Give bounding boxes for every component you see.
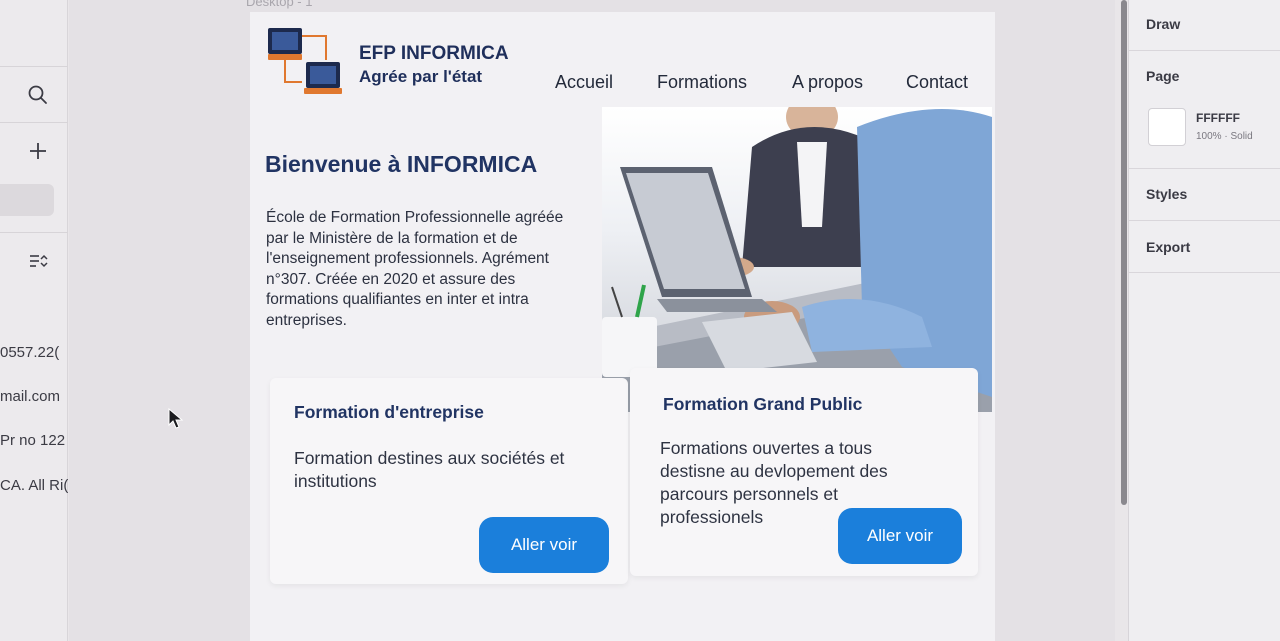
brand-tagline: Agrée par l'état bbox=[359, 67, 483, 86]
informica-logo bbox=[266, 26, 346, 106]
phone-text: 0557.22( bbox=[0, 344, 60, 361]
page-color-hex[interactable]: FFFFFF bbox=[1196, 111, 1240, 125]
export-section[interactable]: Export bbox=[1146, 239, 1191, 255]
layers-list-icon[interactable] bbox=[24, 247, 52, 275]
copyright-text: CA. All Ri( bbox=[0, 477, 68, 494]
panel-divider bbox=[1129, 50, 1280, 51]
hero-description: École de Formation Professionnelle agréé… bbox=[266, 209, 564, 329]
panel-divider bbox=[1129, 168, 1280, 169]
panel-divider bbox=[1129, 220, 1280, 221]
rail-divider bbox=[0, 122, 68, 123]
card-description: Formation destines aux sociétés et insti… bbox=[294, 448, 565, 491]
inspector-panel: Draw Page FFFFFF 100% · Solid Styles Exp… bbox=[1128, 0, 1280, 641]
page-color-opacity: 100% · Solid bbox=[1196, 131, 1253, 142]
brand-name: EFP INFORMICA bbox=[359, 43, 509, 64]
left-panel-clipped: 0557.22( mail.com Pr no 122 CA. All Ri( bbox=[0, 0, 68, 641]
address-text: Pr no 122 bbox=[0, 432, 66, 449]
tab-draw[interactable]: Draw bbox=[1146, 16, 1181, 32]
frame-label[interactable]: Desktop - 1 bbox=[246, 0, 313, 9]
page-color-swatch[interactable] bbox=[1148, 108, 1186, 146]
aller-voir-button[interactable]: Aller voir bbox=[838, 508, 962, 564]
card-title: Formation d'entreprise bbox=[294, 402, 484, 422]
email-text: mail.com bbox=[0, 388, 61, 405]
search-icon[interactable] bbox=[24, 81, 52, 109]
nav-formations[interactable]: Formations bbox=[657, 72, 748, 92]
page-section-label: Page bbox=[1146, 68, 1180, 84]
hero-office-photo bbox=[602, 107, 992, 412]
nav-contact[interactable]: Contact bbox=[906, 72, 969, 92]
selected-layer-row[interactable] bbox=[0, 184, 54, 216]
styles-section[interactable]: Styles bbox=[1146, 186, 1188, 202]
card-description: Formations ouvertes a tous destisne au d… bbox=[660, 438, 888, 527]
rail-divider bbox=[0, 66, 68, 67]
left-toolbar bbox=[0, 0, 68, 641]
panel-divider bbox=[1129, 272, 1280, 273]
aller-voir-button[interactable]: Aller voir bbox=[479, 517, 609, 573]
canvas-scrollbar[interactable] bbox=[1121, 0, 1127, 505]
card-title: Formation Grand Public bbox=[663, 394, 863, 414]
hero-title: Bienvenue à INFORMICA bbox=[265, 151, 538, 177]
plus-icon[interactable] bbox=[24, 137, 52, 165]
nav-accueil[interactable]: Accueil bbox=[555, 72, 614, 92]
nav-a-propos[interactable]: A propos bbox=[792, 72, 864, 92]
rail-divider bbox=[0, 232, 68, 233]
mouse-pointer-icon bbox=[168, 407, 186, 430]
